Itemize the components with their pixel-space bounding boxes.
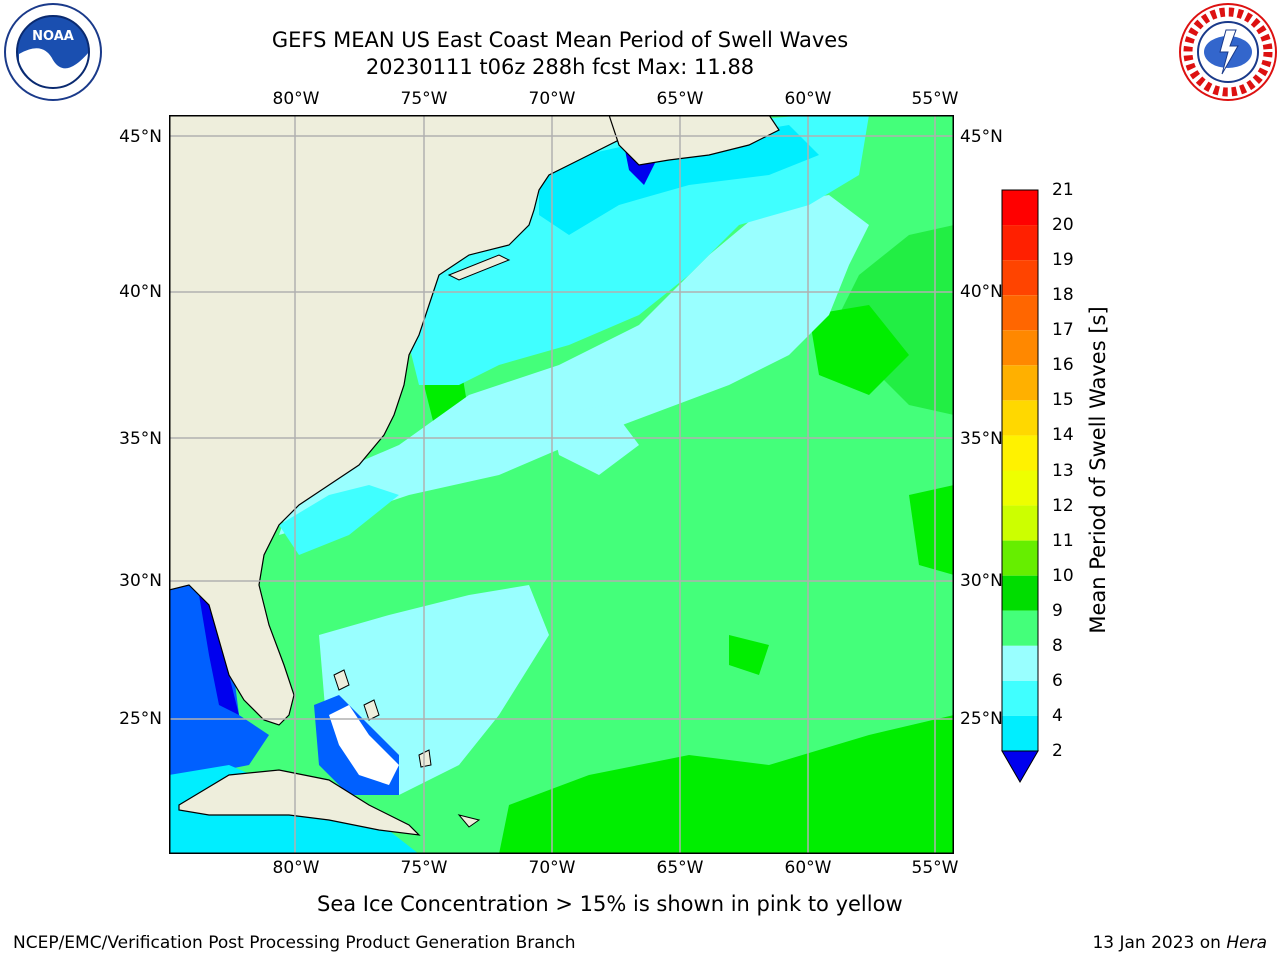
colorbar-band — [1002, 575, 1038, 611]
lon-tick-bottom-75w: 75°W — [400, 858, 448, 878]
deep-blue-gulf-patch — [199, 595, 239, 715]
colorbar-extend-triangle — [1001, 750, 1039, 783]
lon-tick-bottom-70w: 70°W — [528, 858, 576, 878]
colorbar-tick-label: 11 — [1052, 530, 1074, 551]
lat-tick-right-30n: 30°N — [960, 571, 1003, 591]
graticule — [169, 115, 954, 854]
lon-tick-top-80w: 80°W — [272, 89, 320, 109]
colorbar-tick-label: 14 — [1052, 425, 1074, 446]
noaa-logo: NOAA — [4, 3, 102, 101]
colorbar-title: Mean Period of Swell Waves [s] — [1086, 306, 1110, 634]
land-cuba — [178, 769, 421, 836]
colorbar-band — [1002, 330, 1038, 366]
svg-text:NOAA: NOAA — [32, 29, 74, 44]
lat-tick-left-30n: 30°N — [119, 571, 162, 591]
chart-subtitle-forecast: 20230111 t06z 288h fcst Max: 11.88 — [365, 55, 755, 79]
colorbar-band — [1002, 645, 1038, 681]
lat-tick-left-40n: 40°N — [119, 282, 162, 302]
land-nova-scotia — [608, 115, 780, 166]
footer-credit: NCEP/EMC/Verification Post Processing Pr… — [13, 933, 576, 953]
map-frame — [169, 115, 954, 854]
colorbar-tick-label: 17 — [1052, 320, 1074, 341]
colorbar-tick-label: 16 — [1052, 355, 1074, 376]
footer-date-text: 13 Jan 2023 on — [1092, 933, 1221, 953]
colorbar-tick-label: 9 — [1052, 600, 1063, 621]
lat-tick-right-35n: 35°N — [960, 429, 1003, 449]
colorbar-band — [1002, 505, 1038, 541]
colorbar-tick-label: 4 — [1052, 705, 1063, 726]
pale-cyan-mid — [549, 405, 639, 475]
colorbar-band — [1002, 365, 1038, 401]
lon-tick-bottom-65w: 65°W — [656, 858, 704, 878]
lon-tick-bottom-55w: 55°W — [911, 858, 959, 878]
colorbar — [1001, 189, 1039, 783]
colorbar-band — [1002, 680, 1038, 716]
colorbar-tick-label: 18 — [1052, 285, 1074, 306]
land-long-island — [447, 254, 511, 281]
chart-title: GEFS MEAN US East Coast Mean Period of S… — [271, 28, 849, 52]
green-region-south — [499, 715, 954, 854]
lat-tick-left-25n: 25°N — [119, 709, 162, 729]
colorbar-tick-label: 19 — [1052, 250, 1074, 271]
colorbar-band — [1002, 190, 1038, 226]
lon-tick-bottom-80w: 80°W — [272, 858, 320, 878]
white-bahamas-banks — [329, 705, 399, 785]
colorbar-tick-label: 13 — [1052, 460, 1074, 481]
green-patch-2 — [909, 485, 954, 575]
colorbar-band — [1002, 400, 1038, 436]
colorbar-tick-label: 2 — [1052, 741, 1063, 761]
colorbar-band — [1002, 435, 1038, 471]
pale-cyan-region — [279, 195, 869, 535]
colorbar-tick-label: 8 — [1052, 635, 1063, 656]
land-bahamas-islands — [333, 669, 481, 828]
colorbar-tick-label: 15 — [1052, 390, 1074, 411]
green-patch-3 — [729, 635, 769, 675]
colorbar-band — [1002, 225, 1038, 261]
sea-ice-note: Sea Ice Concentration > 15% is shown in … — [317, 892, 903, 916]
green-region-east — [829, 225, 954, 415]
footer-host: Hera — [1226, 933, 1267, 953]
lat-tick-left-45n: 45°N — [119, 127, 162, 147]
land-us-east-coast — [169, 115, 690, 726]
lat-tick-right-45n: 45°N — [960, 127, 1003, 147]
colorbar-tick-label: 10 — [1052, 565, 1074, 586]
colorbar-tick-label: 6 — [1052, 670, 1063, 691]
green-patch-1 — [809, 305, 909, 395]
lon-tick-top-65w: 65°W — [656, 89, 704, 109]
colorbar-band — [1002, 260, 1038, 296]
colorbar-band — [1002, 470, 1038, 506]
cyan-north — [539, 125, 819, 235]
colorbar-tick-label: 20 — [1052, 215, 1074, 236]
lon-tick-bottom-60w: 60°W — [784, 858, 832, 878]
lon-tick-top-55w: 55°W — [911, 89, 959, 109]
swell-period-map — [169, 115, 954, 854]
nws-logo — [1178, 2, 1278, 102]
colorbar-band — [1002, 295, 1038, 331]
colorbar-band — [1002, 610, 1038, 646]
lon-tick-top-75w: 75°W — [400, 89, 448, 109]
lat-tick-left-35n: 35°N — [119, 429, 162, 449]
lon-tick-top-60w: 60°W — [784, 89, 832, 109]
colorbar-tick-label: 12 — [1052, 495, 1074, 516]
colorbar-tick-label: 21 — [1052, 180, 1074, 200]
footer-date: 13 Jan 2023 on Hera — [1092, 933, 1267, 953]
colorbar-band — [1002, 540, 1038, 576]
lat-tick-right-40n: 40°N — [960, 282, 1003, 302]
cyan-coastal-strip — [279, 485, 399, 555]
lat-tick-right-25n: 25°N — [960, 709, 1003, 729]
colorbar-band — [1002, 715, 1038, 751]
lon-tick-top-70w: 70°W — [528, 89, 576, 109]
colorbar-bands — [1001, 189, 1039, 752]
